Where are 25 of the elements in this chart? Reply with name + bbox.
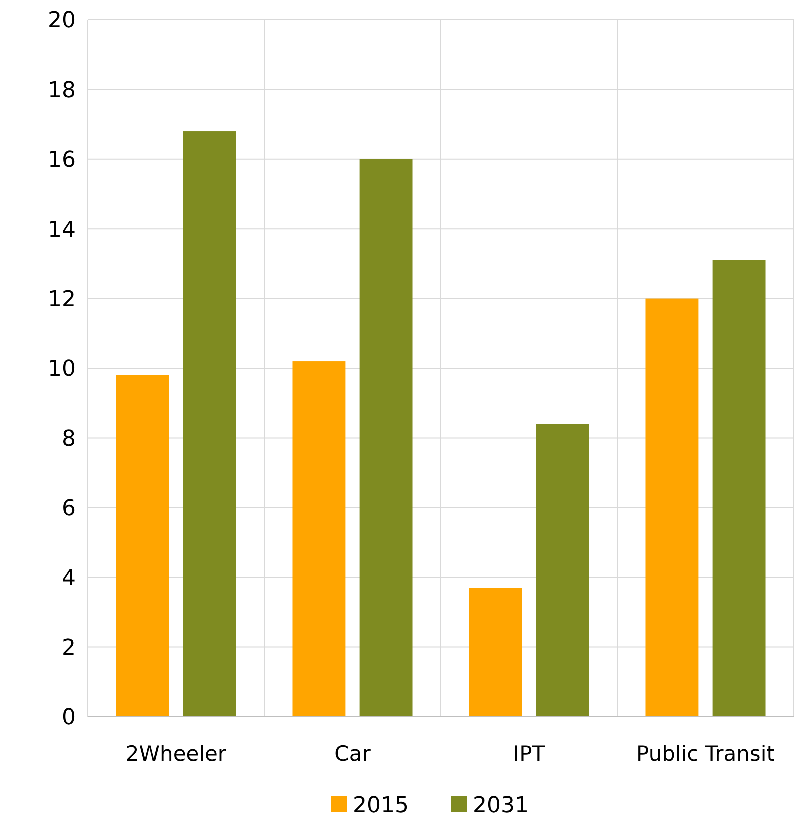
y-tick-label: 0 [62, 706, 76, 731]
y-tick-label: 14 [48, 218, 76, 243]
x-tick-label: Car [334, 742, 372, 766]
y-tick-label: 6 [62, 496, 76, 522]
bar [646, 298, 699, 717]
x-tick-label: 2Wheeler [126, 742, 227, 766]
y-tick-label: 8 [62, 426, 76, 452]
y-tick-label: 10 [48, 357, 76, 382]
y-tick-label: 16 [48, 148, 76, 174]
bar [469, 588, 522, 717]
legend-label: 2015 [353, 794, 409, 819]
y-tick-label: 20 [48, 8, 76, 34]
y-tick-label: 18 [48, 78, 76, 104]
bar [360, 159, 413, 717]
bar [116, 375, 170, 717]
legend-label: 2031 [473, 794, 529, 819]
x-tick-label: IPT [513, 742, 546, 766]
bar [712, 260, 766, 717]
x-tick-label: Public Transit [636, 742, 775, 766]
y-tick-label: 12 [48, 288, 76, 312]
bar [292, 362, 346, 717]
bar [183, 132, 236, 717]
y-tick-label: 2 [62, 636, 76, 661]
bar [536, 424, 590, 717]
y-tick-label: 4 [62, 566, 76, 592]
